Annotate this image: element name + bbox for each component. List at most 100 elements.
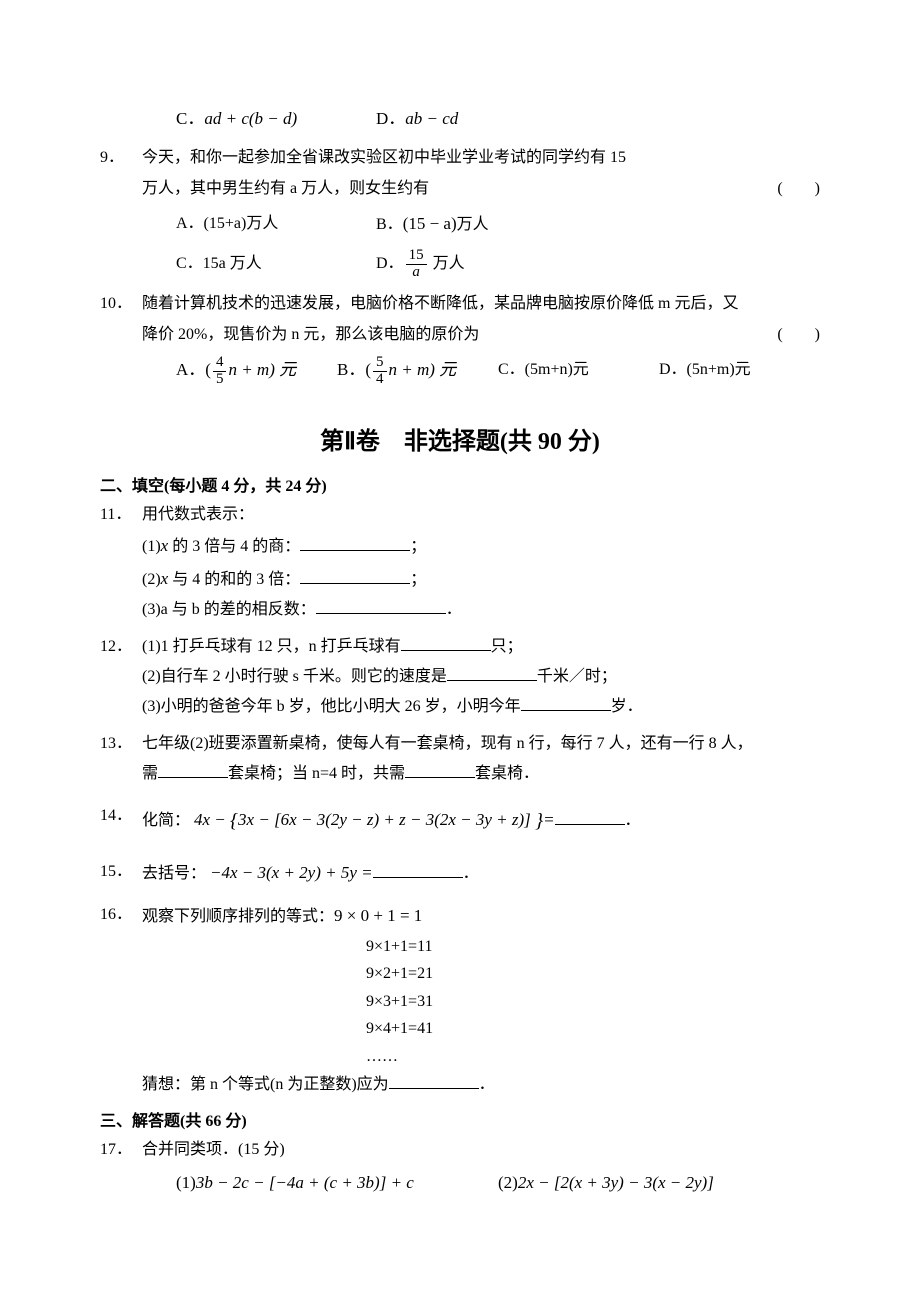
sub-problems-row: (1)3b − 2c − [−4a + (c + 3b)] + c (2)2x …: [100, 1173, 820, 1193]
equation: 9×3+1=31: [366, 988, 820, 1016]
part-2-title: 第Ⅱ卷 非选择题(共 90 分): [100, 421, 820, 456]
question-15: 15． 去括号： −4x − 3(x + 2y) + 5y =．: [100, 853, 820, 894]
sub-text: 的 3 倍与 4 的商：: [168, 538, 300, 555]
sub-label: (1): [176, 1173, 196, 1192]
answer-blank: [158, 762, 228, 778]
sub-label: (2): [498, 1173, 518, 1192]
option-d: D．15a 万人: [376, 245, 576, 283]
option-rest: n + m) 元: [228, 360, 296, 379]
equation: 9×2+1=21: [366, 960, 820, 988]
question-text: 降价 20%，现售价为 n 元，那么该电脑的原价为: [142, 326, 479, 343]
sub-text: 与 4 的和的 3 倍：: [168, 571, 300, 588]
equation: 9 × 0 + 1 = 1: [334, 906, 422, 925]
option-label: B．: [337, 360, 365, 379]
option-d: D．ab − cd: [376, 100, 576, 137]
question-line: 降价 20%，现售价为 n 元，那么该电脑的原价为 ( ): [100, 320, 820, 350]
answer-paren: ( ): [777, 174, 820, 204]
sub-question: (2)自行车 2 小时行驶 s 千米。则它的速度是 千米／时；: [100, 662, 820, 692]
option-math: ab − cd: [405, 109, 458, 128]
frac-den: a: [406, 265, 427, 281]
period: ．: [625, 812, 641, 829]
question-9: 9． 今天，和你一起参加全省课改实验区初中毕业学业考试的同学约有 15 万人，其…: [100, 143, 820, 283]
question-text: 七年级(2)班要添置新桌椅，使每人有一套桌椅，现有 n 行，每行 7 人，还有一…: [100, 729, 753, 759]
frac-den: 5: [213, 372, 227, 388]
math-expr: −4x − 3(x + 2y) + 5y =: [210, 863, 373, 882]
question-line: 猜想：第 n 个等式(n 为正整数)应为 ．: [100, 1070, 820, 1100]
sub-question: (2)x 与 4 的和的 3 倍：；: [100, 563, 820, 595]
question-number: 17．: [100, 1135, 132, 1165]
question-line: 15． 去括号： −4x − 3(x + 2y) + 5y =．: [100, 853, 820, 894]
option-row: C．15a 万人 D．15a 万人: [100, 245, 820, 283]
fraction: 45: [213, 355, 227, 388]
fraction: 15a: [406, 248, 427, 281]
question-text: 猜想：第 n 个等式(n 为正整数)应为: [142, 1076, 389, 1093]
answer-paren: ( ): [777, 320, 820, 350]
option-math: ad + c(b − d): [204, 109, 297, 128]
sub-text: (1)1 打乒乓球有 12 只，n 打乒乓球有: [100, 632, 401, 662]
sub-text: 岁．: [611, 698, 643, 715]
frac-num: 5: [373, 355, 387, 372]
sub-text: (3)小明的爸爸今年 b 岁，他比小明大 26 岁，小明今年: [142, 698, 521, 715]
equation: 9×1+1=11: [366, 933, 820, 961]
option-d: D．(5n+m)元: [659, 351, 820, 389]
option-label: A．: [176, 360, 205, 379]
answer-blank: [300, 535, 410, 551]
frac-den: 4: [373, 372, 387, 388]
question-line: 13． 七年级(2)班要添置新桌椅，使每人有一套桌椅，现有 n 行，每行 7 人…: [100, 729, 820, 759]
math-expr: 3b − 2c − [−4a + (c + 3b)] + c: [196, 1173, 414, 1192]
equation-stack: 9×1+1=11 9×2+1=21 9×3+1=31 9×4+1=41 ……: [100, 933, 820, 1071]
answer-blank: [405, 762, 475, 778]
option-rest: n + m) 元: [389, 360, 457, 379]
question-text: 万人，其中男生约有 a 万人，则女生约有: [142, 180, 429, 197]
question-number: 12．: [100, 632, 132, 662]
option-b: B．(15 − a)万人: [376, 204, 576, 245]
question-number: 10．: [100, 289, 132, 319]
question-line: 需套桌椅；当 n=4 时，共需套桌椅．: [100, 759, 820, 789]
question-8-options: C．ad + c(b − d) D．ab − cd: [100, 100, 820, 137]
math-expr: 4x − {3x − [6x − 3(2y − z) + z − 3(2x − …: [194, 810, 555, 829]
answer-blank: [521, 695, 611, 711]
option-c: C．15a 万人: [176, 245, 376, 283]
question-number: 9．: [100, 143, 124, 173]
period: ．: [463, 865, 479, 882]
sub-text: (3)a 与 b 的差的相反数：: [142, 601, 316, 618]
option-label: D．: [376, 109, 405, 128]
question-line: 万人，其中男生约有 a 万人，则女生约有 ( ): [100, 174, 820, 204]
period: ．: [479, 1076, 495, 1093]
sub-text: ；: [410, 538, 426, 555]
option-label: C．: [176, 109, 204, 128]
option-row: A．(15+a)万人 B．(15 − a)万人: [100, 204, 820, 245]
option-a: A．(45n + m) 元: [176, 350, 337, 391]
answer-blank: [316, 598, 446, 614]
question-line: 9． 今天，和你一起参加全省课改实验区初中毕业学业考试的同学约有 15: [100, 143, 820, 173]
answer-blank: [447, 665, 537, 681]
sub-text: 只；: [491, 638, 523, 655]
question-number: 11．: [100, 500, 131, 530]
sub-label: (1): [142, 538, 161, 555]
sub-text: (2)自行车 2 小时行驶 s 千米。则它的速度是: [142, 668, 447, 685]
question-line: 17． 合并同类项．(15 分): [100, 1135, 820, 1165]
equation: 9×4+1=41: [366, 1015, 820, 1043]
question-number: 13．: [100, 729, 132, 759]
sub-question: (3)a 与 b 的差的相反数： ．: [100, 595, 820, 625]
question-10: 10． 随着计算机技术的迅速发展，电脑价格不断降低，某品牌电脑按原价降低 m 元…: [100, 289, 820, 391]
sub-problem-2: (2)2x − [2(x + 3y) − 3(x − 2y)]: [498, 1173, 820, 1193]
fraction: 54: [373, 355, 387, 388]
question-number: 16．: [100, 900, 132, 930]
math-mid: 3x − [6x − 3(2y − z) + z − 3(2x − 3y + z…: [238, 810, 535, 829]
question-text: 观察下列顺序排列的等式：: [100, 902, 334, 932]
question-line: 11． 用代数式表示：: [100, 500, 820, 530]
option-b: B．(54n + m) 元: [337, 350, 498, 391]
ellipsis: ……: [366, 1043, 820, 1071]
option-suffix: 万人: [429, 255, 465, 272]
sub-text: ．: [446, 601, 462, 618]
answer-blank: [373, 862, 463, 878]
option-c: C．ad + c(b − d): [176, 100, 376, 137]
question-line: 12． (1)1 打乒乓球有 12 只，n 打乒乓球有 只；: [100, 632, 820, 662]
sub-text: 千米／时；: [537, 668, 617, 685]
frac-num: 15: [406, 248, 427, 265]
option-a: A．(15+a)万人: [176, 205, 376, 243]
option-c: C．(5m+n)元: [498, 351, 659, 389]
section-3-heading: 三、解答题(共 66 分): [100, 1107, 820, 1131]
sub-label: (2): [142, 571, 161, 588]
